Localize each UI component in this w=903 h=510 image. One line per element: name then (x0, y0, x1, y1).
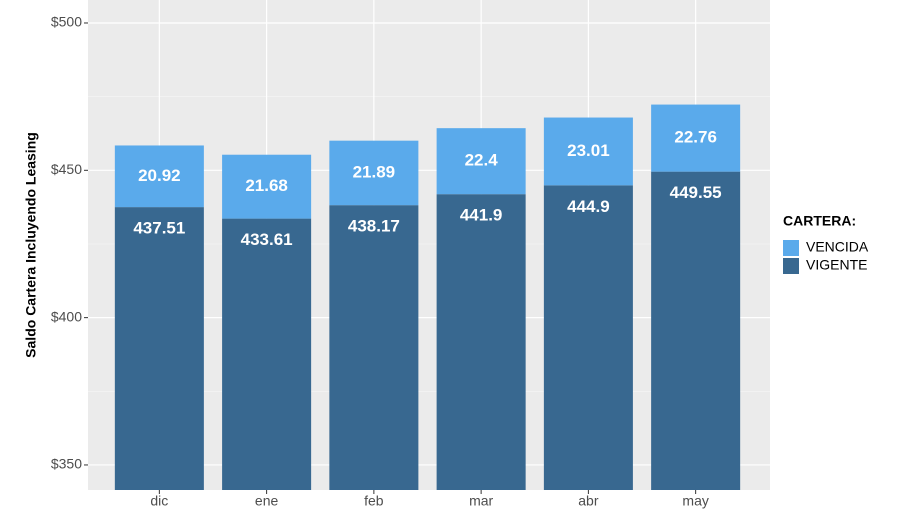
y-tick-label: $400 (51, 308, 82, 324)
legend-swatch (783, 240, 799, 256)
x-tick-label: abr (578, 493, 599, 509)
bar-segment (329, 140, 419, 206)
bar-segment (436, 194, 526, 490)
legend-swatch (783, 258, 799, 274)
legend-label: VIGENTE (806, 257, 867, 273)
x-tick-label: may (682, 493, 708, 509)
y-axis-title: Saldo Cartera Incluyendo Leasing (23, 132, 39, 358)
x-tick-label: feb (364, 493, 384, 509)
data-label: 21.89 (353, 162, 396, 181)
bar-segment (543, 185, 633, 490)
x-tick-label: mar (469, 493, 493, 509)
y-tick-label: $500 (51, 14, 82, 30)
data-label: 444.9 (567, 197, 610, 216)
data-label: 433.61 (241, 230, 293, 249)
bar-segment (329, 205, 419, 490)
x-tick-label: ene (255, 493, 279, 509)
legend-label: VENCIDA (806, 239, 869, 255)
data-label: 438.17 (348, 217, 400, 236)
y-tick-label: $350 (51, 456, 82, 472)
bar-segment (651, 104, 741, 172)
data-label: 22.76 (674, 128, 717, 147)
data-label: 441.9 (460, 206, 503, 225)
data-label: 449.55 (670, 183, 722, 202)
y-tick-label: $450 (51, 161, 82, 177)
bar-segment (114, 145, 204, 208)
data-label: 20.92 (138, 166, 181, 185)
legend-title: CARTERA: (783, 213, 856, 229)
bar-segment (222, 154, 312, 219)
bar-segment (651, 171, 741, 490)
data-label: 437.51 (133, 219, 185, 238)
bar-segment (222, 218, 312, 490)
data-label: 23.01 (567, 141, 610, 160)
bar-segment (436, 128, 526, 195)
data-label: 22.4 (465, 151, 499, 170)
x-tick-label: dic (150, 493, 168, 509)
bar-segment (114, 207, 204, 491)
data-label: 21.68 (245, 176, 288, 195)
bar-segment (543, 117, 633, 186)
